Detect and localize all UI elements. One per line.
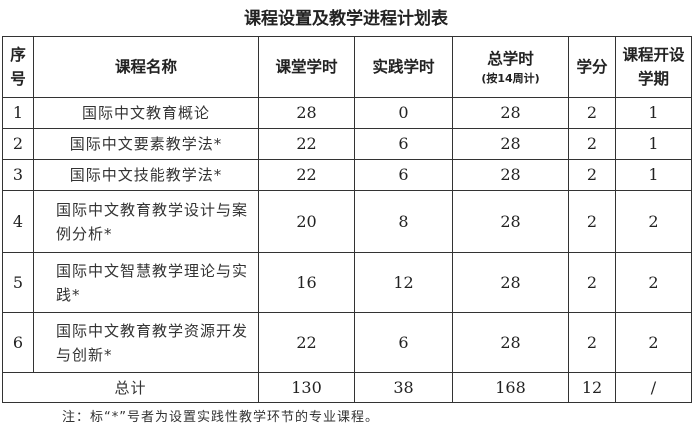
cell-semester: 2 [615,190,692,253]
cell-practice: 12 [354,252,453,313]
cell-name: 国际中文教育概论 [33,97,259,129]
header-row: 序号 课程名称 课堂学时 实践学时 总学时 (按14周计) 学分 课程开设学期 [2,36,692,98]
footnote: 注：标“*”号者为设置实践性教学环节的专业课程。 [62,410,379,425]
cell-seq: 5 [2,252,34,313]
cell-name: 国际中文教育教学资源开发与创新* [33,312,259,373]
cell-seq: 6 [2,312,34,373]
cell-semester: 1 [615,97,692,129]
cell-name: 国际中文智慧教学理论与实践* [33,252,259,313]
cell-total: 28 [452,190,569,253]
cell-practice: 6 [354,159,453,191]
header-seq: 序号 [2,36,34,98]
cell-name: 国际中文要素教学法* [33,128,259,160]
cell-seq: 3 [2,159,34,191]
cell-total: 28 [452,159,569,191]
header-practice: 实践学时 [354,36,453,98]
cell-practice: 6 [354,312,453,373]
cell-classroom: 28 [258,97,355,129]
total-label: 总计 [2,372,259,403]
cell-practice: 8 [354,190,453,253]
cell-name: 国际中文教育教学设计与案例分析* [33,190,259,253]
total-classroom: 130 [258,372,355,403]
cell-semester: 1 [615,128,692,160]
table-row: 5 国际中文智慧教学理论与实践* 16 12 28 2 2 [2,252,692,313]
cell-semester: 2 [615,312,692,373]
cell-classroom: 22 [258,128,355,160]
cell-credit: 2 [568,312,616,373]
total-practice: 38 [354,372,453,403]
cell-name: 国际中文技能教学法* [33,159,259,191]
page-title: 课程设置及教学进程计划表 [244,9,448,29]
total-semester: / [615,372,692,403]
header-credit: 学分 [568,36,616,98]
table-row: 4 国际中文教育教学设计与案例分析* 20 8 28 2 2 [2,190,692,253]
cell-total: 28 [452,252,569,313]
table-row: 1 国际中文教育概论 28 0 28 2 1 [2,97,692,129]
cell-practice: 0 [354,97,453,129]
cell-credit: 2 [568,97,616,129]
header-total-label: 总学时 [487,50,534,68]
cell-classroom: 22 [258,312,355,373]
table-row: 6 国际中文教育教学资源开发与创新* 22 6 28 2 2 [2,312,692,373]
course-table: 序号 课程名称 课堂学时 实践学时 总学时 (按14周计) 学分 课程开设学期 1… [2,36,692,403]
cell-classroom: 20 [258,190,355,253]
header-total-note: (按14周计) [481,72,540,85]
cell-classroom: 22 [258,159,355,191]
cell-practice: 6 [354,128,453,160]
table-row: 3 国际中文技能教学法* 22 6 28 2 1 [2,159,692,191]
header-total: 总学时 (按14周计) [452,36,569,98]
cell-seq: 4 [2,190,34,253]
table-row: 2 国际中文要素教学法* 22 6 28 2 1 [2,128,692,160]
header-classroom: 课堂学时 [258,36,355,98]
cell-seq: 1 [2,97,34,129]
totals-row: 总计 130 38 168 12/ [2,372,692,403]
cell-classroom: 16 [258,252,355,313]
cell-credit: 2 [568,128,616,160]
cell-credit: 2 [568,252,616,313]
cell-semester: 1 [615,159,692,191]
header-name: 课程名称 [33,36,259,98]
total-total: 168 [452,372,569,403]
cell-credit: 2 [568,159,616,191]
cell-total: 28 [452,128,569,160]
cell-total: 28 [452,312,569,373]
cell-semester: 2 [615,252,692,313]
cell-credit: 2 [568,190,616,253]
cell-seq: 2 [2,128,34,160]
header-semester: 课程开设学期 [615,36,692,98]
cell-total: 28 [452,97,569,129]
total-credit: 12 [568,372,616,403]
